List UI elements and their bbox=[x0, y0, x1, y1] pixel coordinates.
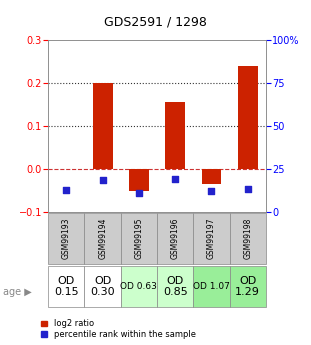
Bar bbox=[48, 266, 85, 307]
Bar bbox=[121, 266, 157, 307]
Point bbox=[64, 187, 69, 193]
Text: OD
1.29: OD 1.29 bbox=[235, 276, 260, 297]
Bar bbox=[238, 66, 258, 169]
Bar bbox=[93, 83, 113, 169]
Text: GSM99196: GSM99196 bbox=[171, 218, 180, 259]
Text: GSM99195: GSM99195 bbox=[134, 218, 143, 259]
Bar bbox=[230, 266, 266, 307]
Text: OD
0.15: OD 0.15 bbox=[54, 276, 79, 297]
Text: GDS2591 / 1298: GDS2591 / 1298 bbox=[104, 16, 207, 29]
Bar bbox=[193, 213, 230, 264]
Bar bbox=[121, 213, 157, 264]
Bar bbox=[230, 213, 266, 264]
Point bbox=[100, 177, 105, 183]
Point bbox=[209, 189, 214, 194]
Text: OD
0.30: OD 0.30 bbox=[90, 276, 115, 297]
Text: GSM99197: GSM99197 bbox=[207, 218, 216, 259]
Text: OD 1.07: OD 1.07 bbox=[193, 282, 230, 291]
Bar bbox=[202, 169, 221, 184]
Bar bbox=[157, 213, 193, 264]
Text: age ▶: age ▶ bbox=[3, 287, 32, 296]
Point bbox=[245, 186, 250, 192]
Text: GSM99198: GSM99198 bbox=[243, 218, 252, 259]
Point bbox=[137, 190, 142, 196]
Bar bbox=[85, 266, 121, 307]
Text: GSM99193: GSM99193 bbox=[62, 218, 71, 259]
Bar bbox=[165, 102, 185, 169]
Legend: log2 ratio, percentile rank within the sample: log2 ratio, percentile rank within the s… bbox=[41, 319, 196, 339]
Bar bbox=[129, 169, 149, 190]
Text: OD
0.85: OD 0.85 bbox=[163, 276, 188, 297]
Text: GSM99194: GSM99194 bbox=[98, 218, 107, 259]
Text: OD 0.63: OD 0.63 bbox=[120, 282, 157, 291]
Bar bbox=[157, 266, 193, 307]
Bar bbox=[193, 266, 230, 307]
Bar bbox=[85, 213, 121, 264]
Point bbox=[173, 176, 178, 181]
Bar bbox=[48, 213, 85, 264]
